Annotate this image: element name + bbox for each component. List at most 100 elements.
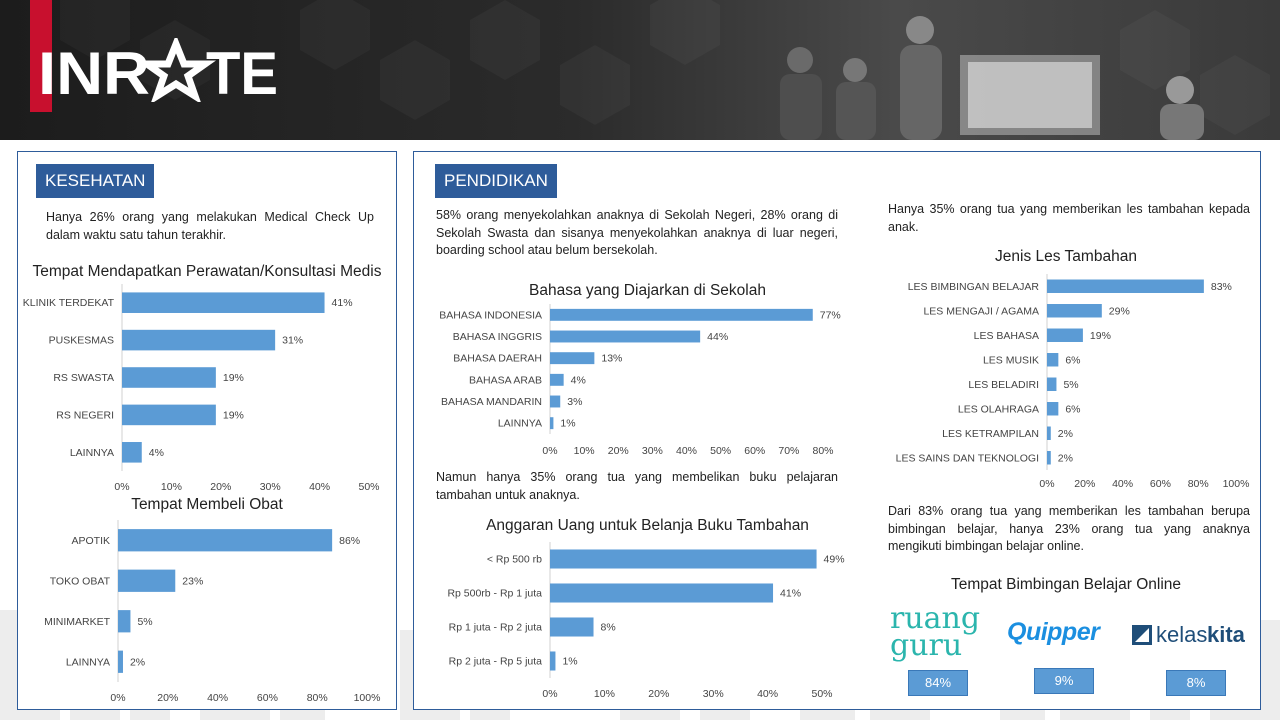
value-label: 1% bbox=[562, 656, 577, 668]
svg-text:TE: TE bbox=[206, 40, 278, 102]
category-label: MINIMARKET bbox=[44, 616, 111, 628]
value-label: 41% bbox=[780, 588, 801, 600]
bar bbox=[118, 569, 176, 592]
tick-label: 0% bbox=[542, 445, 557, 457]
tick-label: 10% bbox=[161, 481, 182, 493]
tick-label: 20% bbox=[608, 445, 629, 457]
pendidikan-heading: PENDIDIKAN bbox=[435, 164, 557, 198]
category-label: Rp 500rb - Rp 1 juta bbox=[447, 588, 542, 600]
category-label: LAINNYA bbox=[498, 418, 542, 430]
category-label: TOKO OBAT bbox=[50, 575, 111, 587]
chart-les: LES BIMBINGAN BELAJAR 83% LES MENGAJI / AG… bbox=[896, 274, 1250, 490]
pendidikan-panel bbox=[413, 151, 1261, 710]
tick-label: 40% bbox=[309, 481, 330, 493]
kelaskita-logo-text-2: kita bbox=[1207, 622, 1245, 647]
value-label: 2% bbox=[130, 656, 145, 668]
tick-label: 0% bbox=[110, 692, 125, 704]
bar bbox=[1047, 279, 1204, 293]
ruangguru-value: 84% bbox=[908, 670, 968, 696]
bar bbox=[550, 417, 554, 430]
value-label: 29% bbox=[1109, 305, 1130, 317]
hexagon-decoration bbox=[300, 0, 370, 70]
bar bbox=[1047, 451, 1051, 465]
value-label: 4% bbox=[571, 374, 586, 386]
pendidikan-online-text: Dari 83% orang tua yang memberikan les t… bbox=[888, 504, 1250, 553]
category-label: LES BAHASA bbox=[974, 330, 1039, 342]
category-label: LAINNYA bbox=[66, 656, 110, 668]
bar bbox=[1047, 377, 1057, 391]
value-label: 23% bbox=[182, 575, 203, 587]
value-label: 86% bbox=[339, 535, 360, 547]
category-label: BAHASA ARAB bbox=[469, 374, 542, 386]
tick-label: 0% bbox=[542, 688, 557, 700]
value-label: 2% bbox=[1058, 428, 1073, 440]
category-label: LES BELADIRI bbox=[968, 379, 1039, 391]
category-label: BAHASA MANDARIN bbox=[441, 396, 542, 408]
bar bbox=[118, 650, 123, 673]
value-label: 49% bbox=[824, 554, 845, 566]
category-label: APOTIK bbox=[71, 535, 110, 547]
category-label: LES OLAHRAGA bbox=[958, 403, 1039, 415]
kesehatan-panel bbox=[17, 151, 397, 710]
tick-label: 40% bbox=[757, 688, 778, 700]
pendidikan-sekolah-text: 58% orang menyekolahkan anaknya di Sekol… bbox=[436, 208, 838, 257]
tick-label: 60% bbox=[257, 692, 278, 704]
tick-label: 60% bbox=[1150, 478, 1171, 490]
ruangguru-logo: ruang guru bbox=[890, 604, 985, 664]
value-label: 6% bbox=[1065, 354, 1080, 366]
tick-label: 30% bbox=[703, 688, 724, 700]
bar bbox=[122, 442, 142, 463]
tick-label: 50% bbox=[358, 481, 379, 493]
bar bbox=[1047, 426, 1051, 440]
chart-title-perawatan: Tempat Mendapatkan Perawatan/Konsultasi … bbox=[32, 263, 382, 280]
chart-bahasa: BAHASA INDONESIA 77% BAHASA INGGRIS 44% BAHA… bbox=[439, 304, 841, 457]
hexagon-decoration bbox=[470, 0, 540, 80]
tick-label: 0% bbox=[114, 481, 129, 493]
tick-label: 10% bbox=[574, 445, 595, 457]
tick-label: 40% bbox=[1112, 478, 1133, 490]
bar bbox=[550, 330, 701, 343]
value-label: 6% bbox=[1065, 403, 1080, 415]
bar bbox=[1047, 328, 1083, 342]
category-label: KLINIK TERDEKAT bbox=[23, 297, 115, 309]
category-label: Rp 1 juta - Rp 2 juta bbox=[449, 622, 543, 634]
tick-label: 50% bbox=[811, 688, 832, 700]
tick-label: 20% bbox=[210, 481, 231, 493]
kelaskita-logo-text-1: kelas bbox=[1156, 622, 1208, 647]
chart-title-anggaran: Anggaran Uang untuk Belanja Buku Tambaha… bbox=[486, 517, 809, 534]
ruangguru-logo-text-2: guru bbox=[890, 628, 963, 663]
value-label: 5% bbox=[137, 616, 152, 628]
category-label: LES KETRAMPILAN bbox=[942, 428, 1039, 440]
value-label: 4% bbox=[149, 447, 164, 459]
bar bbox=[550, 352, 595, 365]
value-label: 19% bbox=[223, 409, 244, 421]
category-label: Rp 2 juta - Rp 5 juta bbox=[449, 656, 543, 668]
quipper-value: 9% bbox=[1034, 668, 1094, 694]
tick-label: 20% bbox=[1074, 478, 1095, 490]
header-banner: INR TE bbox=[0, 0, 1280, 140]
tick-label: 100% bbox=[1223, 478, 1250, 490]
bar bbox=[122, 367, 216, 388]
chart-anggaran: < Rp 500 rb 49% Rp 500rb - Rp 1 juta 41% Rp … bbox=[447, 542, 845, 700]
category-label: LES SAINS DAN TEKNOLOGI bbox=[896, 452, 1039, 464]
hexagon-decoration bbox=[560, 45, 630, 125]
bar bbox=[122, 292, 325, 313]
bar bbox=[118, 529, 333, 552]
value-label: 83% bbox=[1211, 281, 1232, 293]
bar bbox=[550, 651, 556, 671]
chart-title-les: Jenis Les Tambahan bbox=[995, 248, 1137, 265]
tick-label: 40% bbox=[207, 692, 228, 704]
chart-title-bahasa: Bahasa yang Diajarkan di Sekolah bbox=[529, 282, 766, 299]
category-label: BAHASA INGGRIS bbox=[453, 331, 542, 343]
value-label: 19% bbox=[1090, 330, 1111, 342]
value-label: 44% bbox=[707, 331, 728, 343]
tick-label: 40% bbox=[676, 445, 697, 457]
tick-label: 20% bbox=[157, 692, 178, 704]
inrate-logo: INR TE bbox=[38, 38, 278, 102]
category-label: LES MUSIK bbox=[983, 354, 1039, 366]
tick-label: 50% bbox=[710, 445, 731, 457]
hexagon-decoration bbox=[650, 0, 720, 65]
category-label: BAHASA DAERAH bbox=[453, 353, 542, 365]
value-label: 8% bbox=[601, 622, 616, 634]
value-label: 5% bbox=[1063, 379, 1078, 391]
